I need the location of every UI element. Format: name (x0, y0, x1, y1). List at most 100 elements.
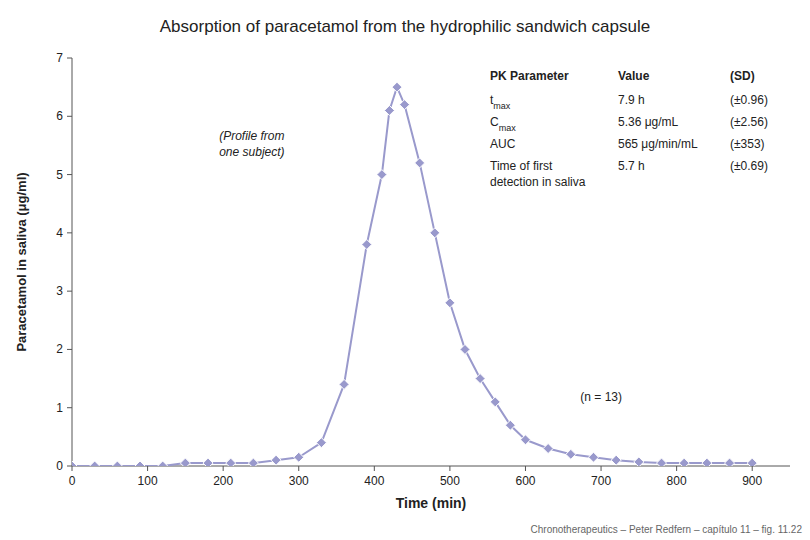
y-tick (67, 466, 72, 467)
point (316, 438, 326, 448)
y-tick (67, 407, 72, 408)
point (415, 158, 425, 168)
y-tick (67, 349, 72, 350)
axes: 0 100 200 300 400 500 600 700 800 900 0 1 2 3 4 5 6 7 (56, 51, 790, 488)
y-tick-label: 2 (56, 342, 63, 356)
point (505, 420, 515, 430)
point (339, 379, 349, 389)
table-value: 565 μg/min/mL (618, 137, 698, 151)
point (679, 458, 689, 466)
point (90, 461, 100, 466)
x-tick-label: 100 (138, 474, 158, 488)
table-label: AUC (490, 137, 516, 151)
point (475, 374, 485, 384)
x-tick (601, 466, 602, 471)
table-label-sub: max (493, 101, 511, 111)
y-tick-label: 3 (56, 284, 63, 298)
pk-table: PK ParameterValue(SD)tmax7.9 h(±0.96)Cma… (490, 69, 768, 189)
title: Absorption of paracetamol from the hydro… (160, 17, 650, 36)
point (392, 82, 402, 92)
x-tick (72, 466, 73, 471)
x-tick-label: 400 (364, 474, 384, 488)
point (445, 298, 455, 308)
point (377, 170, 387, 180)
footnote: Chronotherapeutics – Peter Redfern – cap… (531, 524, 803, 535)
x-tick-label: 600 (515, 474, 535, 488)
point (248, 458, 258, 466)
y-tick (67, 232, 72, 233)
chart: Absorption of paracetamol from the hydro… (0, 0, 810, 540)
point (747, 458, 757, 466)
point (657, 458, 667, 466)
data (72, 82, 757, 466)
x-tick (752, 466, 753, 471)
point (203, 458, 213, 466)
point (490, 397, 500, 407)
table-label: Cmax (490, 115, 516, 133)
point (430, 228, 440, 238)
annotations: (Profile from one subject) (n = 13) (219, 129, 622, 404)
point (611, 455, 621, 465)
y-tick-label: 4 (56, 226, 63, 240)
point (294, 452, 304, 462)
y-axis-label: Paracetamol in saliva (μg/ml) (14, 172, 29, 351)
point (702, 458, 712, 466)
point (520, 435, 530, 445)
table-value: 5.7 h (618, 159, 645, 173)
x-axis-label: Time (min) (396, 495, 467, 511)
table-label: Time of first (490, 159, 553, 173)
table-label-sub: max (499, 123, 517, 133)
y-tick (67, 116, 72, 117)
x-tick (298, 466, 299, 471)
table-label: detection in saliva (490, 175, 586, 189)
line (72, 87, 752, 466)
y-tick-label: 0 (56, 459, 63, 473)
table-sd: (±0.69) (730, 159, 768, 173)
table-sd: (±2.56) (730, 115, 768, 129)
x-tick-label: 300 (289, 474, 309, 488)
x-tick-label: 900 (742, 474, 762, 488)
table-sd: (±0.96) (730, 93, 768, 107)
point (588, 452, 598, 462)
point (226, 458, 236, 466)
point (180, 458, 190, 466)
x-tick-label: 700 (591, 474, 611, 488)
annotation: one subject) (219, 145, 284, 159)
point (725, 458, 735, 466)
point (460, 344, 470, 354)
point (400, 100, 410, 110)
point (384, 105, 394, 115)
point (566, 449, 576, 459)
y-tick (67, 291, 72, 292)
x-tick (223, 466, 224, 471)
table-label: tmax (490, 93, 511, 111)
table-header: Value (618, 69, 650, 83)
y-tick-label: 7 (56, 51, 63, 65)
point (72, 461, 77, 466)
point (271, 455, 281, 465)
x-tick-label: 500 (440, 474, 460, 488)
point (634, 457, 644, 466)
table-header: (SD) (730, 69, 755, 83)
y-tick-label: 1 (56, 401, 63, 415)
x-tick-label: 200 (213, 474, 233, 488)
x-tick (449, 466, 450, 471)
x-tick (676, 466, 677, 471)
point (158, 461, 168, 466)
annotation: (n = 13) (580, 390, 622, 404)
x-tick (525, 466, 526, 471)
y-tick-label: 5 (56, 168, 63, 182)
y-tick (67, 174, 72, 175)
annotation: (Profile from (219, 129, 284, 143)
point (135, 461, 145, 466)
y-tick-label: 6 (56, 109, 63, 123)
x-tick (147, 466, 148, 471)
y-axis-line (72, 58, 73, 466)
y-tick (67, 58, 72, 59)
table-header: PK Parameter (490, 69, 569, 83)
point (543, 444, 553, 454)
point (112, 461, 122, 466)
x-tick-label: 0 (69, 474, 76, 488)
x-tick (374, 466, 375, 471)
x-tick-label: 800 (667, 474, 687, 488)
